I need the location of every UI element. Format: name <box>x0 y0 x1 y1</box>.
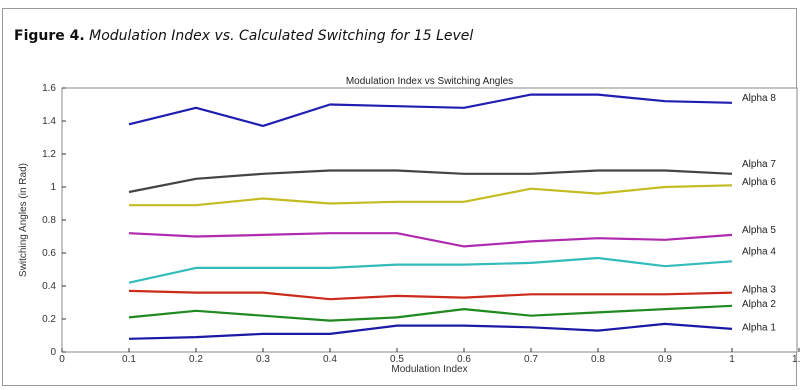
series-label: Alpha 6 <box>742 177 776 188</box>
x-axis-label: Modulation Index <box>391 364 467 375</box>
series-line <box>129 184 733 207</box>
series-line <box>128 169 733 194</box>
y-axis-label: Switching Angles (in Rad) <box>18 163 29 277</box>
axes: 0 0.2 0.4 0.6 0.8 1 1.2 1.4 1.6 0 0.1 0.2 0.3 0.4 0.5 0… <box>42 83 801 365</box>
y-tick-label: 0.6 <box>42 248 56 259</box>
series-labels: Alpha 1 Alpha 2 Alpha 3 Alpha 4 Alpha 5 Alpha… <box>742 93 776 333</box>
series-line <box>128 93 733 128</box>
series-label: Alpha 5 <box>742 225 776 236</box>
y-tick-label: 0.8 <box>42 215 56 226</box>
series-line <box>128 256 733 284</box>
x-tick-label: 0.6 <box>457 354 471 365</box>
series-label: Alpha 3 <box>742 284 776 295</box>
series-label: Alpha 2 <box>742 299 776 310</box>
y-tick-label: 0.2 <box>42 314 56 325</box>
series-line <box>128 232 733 248</box>
series-line <box>128 304 733 322</box>
x-tick-label: 0.1 <box>122 354 136 365</box>
y-tick-label: 0 <box>50 347 56 358</box>
x-tick-label: 1 <box>729 354 735 365</box>
y-tick-label: 1.2 <box>42 149 56 160</box>
y-tick-label: 1.4 <box>42 116 56 127</box>
x-tick-label: 0.3 <box>256 354 270 365</box>
series-label: Alpha 1 <box>742 322 776 333</box>
series-label: Alpha 4 <box>742 246 776 257</box>
figure-caption: Figure 4. Modulation Index vs. Calculate… <box>14 28 473 44</box>
chart-title: Modulation Index vs Switching Angles <box>346 76 513 87</box>
y-tick-label: 1.6 <box>42 83 56 94</box>
x-tick-label: 0.4 <box>323 354 337 365</box>
x-tick-label: 0.2 <box>189 354 203 365</box>
x-tick-label: 0.8 <box>591 354 605 365</box>
figure-label: Figure 4. <box>14 28 85 44</box>
series-line <box>128 322 733 340</box>
y-tick-label: 1 <box>50 182 56 193</box>
series-layer <box>128 93 733 340</box>
figure-caption-text: Modulation Index vs. Calculated Switchin… <box>89 28 474 44</box>
series-label: Alpha 7 <box>742 159 776 170</box>
series-line <box>128 289 733 301</box>
x-tick-label: 0.7 <box>524 354 538 365</box>
x-tick-label: 0.5 <box>390 354 404 365</box>
x-tick-label: 0 <box>59 354 65 365</box>
y-tick-label: 0.4 <box>42 281 56 292</box>
x-tick-label: 0.9 <box>658 354 672 365</box>
series-label: Alpha 8 <box>742 93 776 104</box>
x-tick-label: 1.1 <box>792 354 801 365</box>
